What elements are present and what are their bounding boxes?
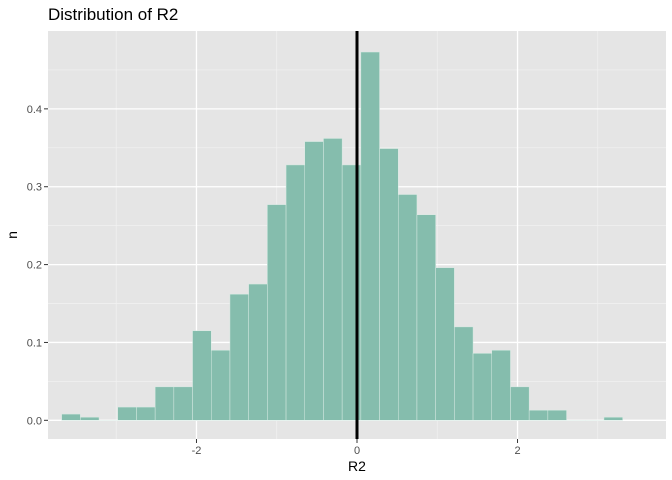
- histogram-bar-19: [416, 214, 436, 421]
- histogram-bar-11: [267, 204, 287, 421]
- histogram-bar-3: [117, 406, 137, 421]
- histogram-bar-6: [173, 386, 193, 421]
- histogram-bar-7: [192, 330, 212, 421]
- histogram-bar-23: [491, 349, 511, 421]
- histogram-bar-14: [323, 138, 343, 421]
- y-tick-label: 0.1: [27, 337, 42, 349]
- histogram-bars: [61, 51, 623, 421]
- histogram-bar-24: [510, 386, 530, 421]
- histogram-bar-26: [547, 409, 567, 421]
- chart-title: Distribution of R2: [48, 5, 178, 24]
- x-axis-title: R2: [348, 458, 366, 474]
- histogram-bar-22: [472, 353, 493, 421]
- y-tick-label: 0.4: [27, 104, 42, 116]
- y-tick-label: 0.3: [27, 182, 42, 194]
- histogram-bar-5: [154, 386, 175, 421]
- histogram-bar-4: [136, 406, 156, 421]
- y-tick-label: 0.0: [27, 415, 42, 427]
- histogram-bar-12: [285, 164, 306, 421]
- histogram-bar-10: [248, 283, 268, 421]
- histogram-bar-17: [379, 148, 399, 421]
- x-tick-label: -2: [192, 445, 202, 457]
- y-axis-title: n: [4, 231, 20, 239]
- histogram-bar-8: [210, 349, 231, 421]
- x-axis-ticks: -2 0 2: [192, 439, 521, 457]
- y-axis-ticks: 0.0 0.1 0.2 0.3 0.4: [27, 104, 48, 427]
- histogram-bar-25: [528, 409, 549, 421]
- histogram-bar-0: [61, 413, 81, 421]
- histogram-bar-9: [229, 293, 249, 421]
- histogram-bar-21: [454, 326, 474, 421]
- x-tick-label: 2: [514, 445, 520, 457]
- histogram-bar-13: [304, 141, 324, 421]
- y-tick-label: 0.2: [27, 260, 42, 272]
- histogram-bar-1: [80, 416, 100, 421]
- histogram-bar-16: [360, 51, 380, 421]
- histogram-bar-18: [398, 194, 418, 421]
- x-tick-label: 0: [354, 445, 360, 457]
- histogram-bar-20: [435, 267, 455, 421]
- histogram-bar-29: [603, 416, 623, 421]
